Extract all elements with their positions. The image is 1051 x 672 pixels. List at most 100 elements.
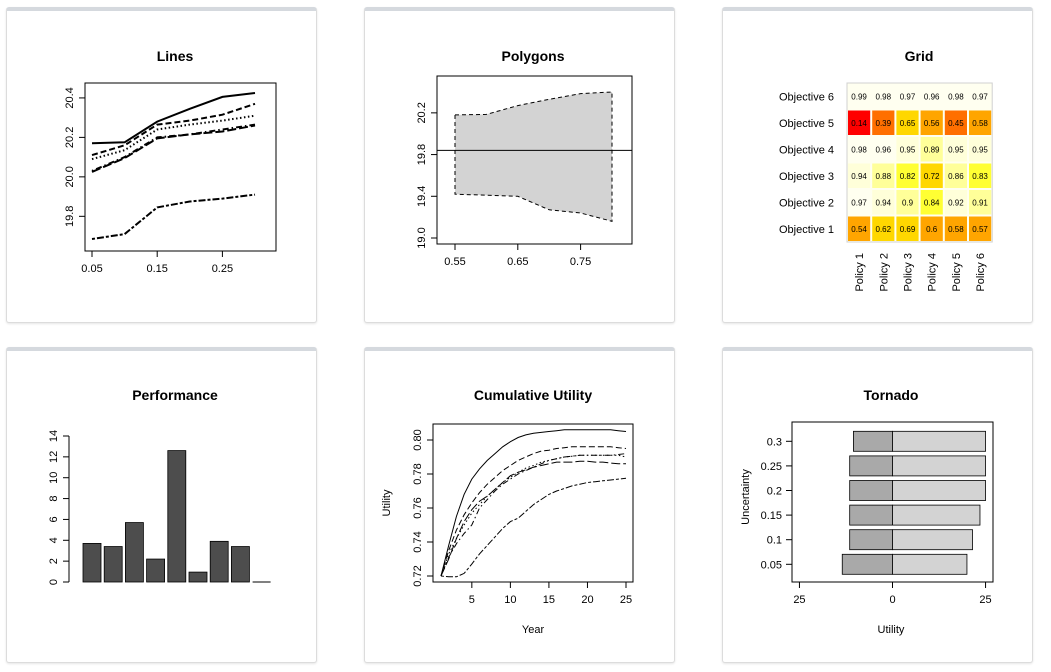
- heatmap-cell: [944, 163, 967, 188]
- x-axis-label: Utility: [878, 624, 905, 636]
- tornado-low-bar: [841, 553, 893, 575]
- lines-chart: Lines 0.05 0.15 0.25 19.8 20.0 20.2 20.4: [64, 48, 277, 275]
- heatmap-cell: [896, 137, 919, 162]
- x-tick-label: 25: [793, 594, 805, 606]
- tornado-chart-card: Tornado Utility Uncertainty 0.3 0.25 0.2 0.…: [722, 347, 1033, 663]
- y-tick-label: 0.76: [412, 497, 424, 518]
- heatmap-cell: [848, 110, 871, 135]
- heatmap-cell: [920, 137, 943, 162]
- heatmap-cell-value: 0.97: [900, 92, 916, 101]
- series-line: [91, 123, 256, 172]
- column-label: Policy 4: [927, 253, 939, 292]
- heatmap-cell: [969, 190, 992, 215]
- tornado-high-bar: [892, 430, 986, 452]
- heatmap-cell-value: 0.58: [972, 119, 988, 128]
- tornado-high-bar: [892, 529, 973, 551]
- series-line: [440, 460, 626, 577]
- y-tick-label: 0.72: [412, 565, 424, 586]
- heatmap-cell: [896, 163, 919, 188]
- heatmap-cell: [848, 137, 871, 162]
- column-label: Policy 1: [854, 253, 866, 292]
- bar: [230, 546, 250, 583]
- row-label: Objective 3: [779, 171, 834, 183]
- chart-title: Tornado: [864, 387, 919, 403]
- tornado-low-bar: [849, 504, 893, 526]
- heatmap-frame: [846, 82, 993, 243]
- plot-box: [432, 423, 634, 583]
- heatmap-cell: [944, 110, 967, 135]
- heatmap-cell-value: 0.94: [876, 198, 892, 207]
- y-tick-label: 0.74: [412, 531, 424, 552]
- y-tick-label: 2: [48, 558, 60, 564]
- heatmap-cell-value: 0.86: [948, 172, 964, 181]
- heatmap-cell: [872, 163, 895, 188]
- x-tick-label: 0.65: [507, 256, 528, 268]
- bar: [146, 558, 166, 583]
- y-tick-label: 0.78: [412, 463, 424, 484]
- chart-title: Polygons: [501, 48, 564, 64]
- chart-title: Lines: [157, 48, 194, 64]
- series-line: [440, 446, 627, 577]
- heatmap-cell: [969, 163, 992, 188]
- row-label: Objective 4: [779, 144, 834, 156]
- heatmap-cell: [969, 110, 992, 135]
- y-tick-label: 4: [48, 537, 60, 543]
- heatmap-cell-value: 0.96: [876, 145, 892, 154]
- heatmap-cell: [896, 84, 919, 109]
- heatmap-cell-value: 0.54: [851, 225, 867, 234]
- heatmap-cell-value: 0.6: [926, 225, 938, 234]
- row-label: Objective 6: [779, 91, 834, 103]
- series-line: [91, 124, 256, 173]
- heatmap-cell: [944, 84, 967, 109]
- series-line: [91, 92, 256, 145]
- x-tick-label: 0.15: [146, 263, 167, 275]
- heatmap-cell-value: 0.89: [924, 145, 940, 154]
- heatmap-cell-value: 0.9: [902, 198, 914, 207]
- polygons-chart-card: Polygons 0.55 0.65 0.75 19.0 19.4 19.8 20.2: [364, 7, 675, 323]
- y-tick-label: 19.8: [64, 206, 76, 227]
- heatmap-cell-value: 0.97: [972, 92, 988, 101]
- y-axis-label: Utility: [381, 489, 393, 516]
- bar: [82, 543, 102, 583]
- band-area: [454, 91, 613, 222]
- heatmap-cell: [920, 190, 943, 215]
- tornado-high-bar: [892, 553, 968, 575]
- heatmap-cell: [969, 84, 992, 109]
- heatmap-cell-value: 0.97: [851, 198, 867, 207]
- tornado-high-bar: [892, 480, 986, 501]
- y-tick-label: 20.2: [64, 127, 76, 148]
- column-label: Policy 3: [903, 253, 915, 292]
- series-line: [440, 429, 627, 577]
- heatmap-cell: [872, 84, 895, 109]
- heatmap-cell: [848, 190, 871, 215]
- bar: [103, 546, 123, 583]
- row-label: Objective 5: [779, 118, 834, 130]
- row-label: Objective 1: [779, 224, 834, 236]
- heatmap-cell-value: 0.92: [948, 198, 964, 207]
- y-tick-label: 0.2: [767, 486, 782, 498]
- x-tick-label: 20: [581, 594, 593, 606]
- heatmap-cell-value: 0.84: [924, 198, 940, 207]
- tornado-high-bar: [892, 504, 981, 526]
- y-tick-label: 0.80: [412, 429, 424, 450]
- x-tick-label: 25: [620, 594, 632, 606]
- series-line: [91, 193, 256, 240]
- x-tick-label: 0: [889, 594, 895, 606]
- heatmap-cell-value: 0.96: [924, 92, 940, 101]
- lines-chart-card: Lines 0.05 0.15 0.25 19.8 20.0 20.2 20.4: [6, 7, 317, 323]
- heatmap-cell: [872, 190, 895, 215]
- heatmap-cell-value: 0.45: [948, 119, 964, 128]
- performance-chart-card: Performance 0 2 4 6 8 10 12 14: [6, 347, 317, 663]
- y-tick-label: 6: [48, 516, 60, 522]
- heatmap-cell: [969, 137, 992, 162]
- y-axis-label: Uncertainty: [740, 469, 752, 525]
- heatmap-cell: [896, 216, 919, 241]
- heatmap-cell-value: 0.65: [900, 119, 916, 128]
- y-tick-label: 0.1: [767, 535, 782, 547]
- x-tick-label: 5: [469, 594, 475, 606]
- heatmap-cell-value: 0.83: [972, 172, 988, 181]
- y-tick-label: 20.2: [416, 102, 428, 123]
- series-line: [440, 477, 627, 578]
- chart-title: Grid: [905, 48, 934, 64]
- heatmap-cell: [896, 110, 919, 135]
